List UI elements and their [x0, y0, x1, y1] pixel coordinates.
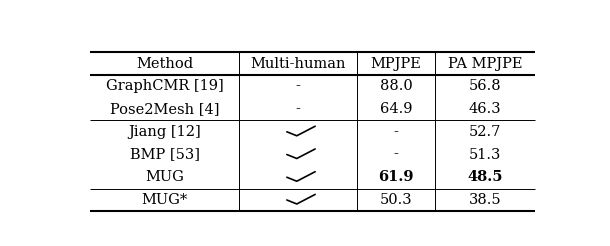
Text: MUG: MUG: [145, 170, 184, 184]
Text: MPJPE: MPJPE: [370, 57, 422, 71]
Text: Jiang [12]: Jiang [12]: [129, 125, 201, 139]
Text: 46.3: 46.3: [468, 102, 501, 116]
Text: 61.9: 61.9: [378, 170, 414, 184]
Text: Multi-human: Multi-human: [251, 57, 346, 71]
Text: Method: Method: [136, 57, 193, 71]
Text: 51.3: 51.3: [468, 148, 501, 162]
Text: BMP [53]: BMP [53]: [130, 148, 200, 162]
Text: 52.7: 52.7: [468, 125, 501, 139]
Text: 64.9: 64.9: [379, 102, 412, 116]
Text: -: -: [296, 102, 301, 116]
Text: -: -: [393, 125, 398, 139]
Text: -: -: [393, 148, 398, 162]
Text: -: -: [296, 79, 301, 93]
Text: 56.8: 56.8: [468, 79, 501, 93]
Text: 50.3: 50.3: [379, 193, 412, 207]
Text: 48.5: 48.5: [467, 170, 503, 184]
Text: Pose2Mesh [4]: Pose2Mesh [4]: [110, 102, 220, 116]
Text: 38.5: 38.5: [468, 193, 501, 207]
Text: 88.0: 88.0: [379, 79, 412, 93]
Text: GraphCMR [19]: GraphCMR [19]: [106, 79, 224, 93]
Text: PA MPJPE: PA MPJPE: [448, 57, 522, 71]
Text: MUG*: MUG*: [142, 193, 188, 207]
